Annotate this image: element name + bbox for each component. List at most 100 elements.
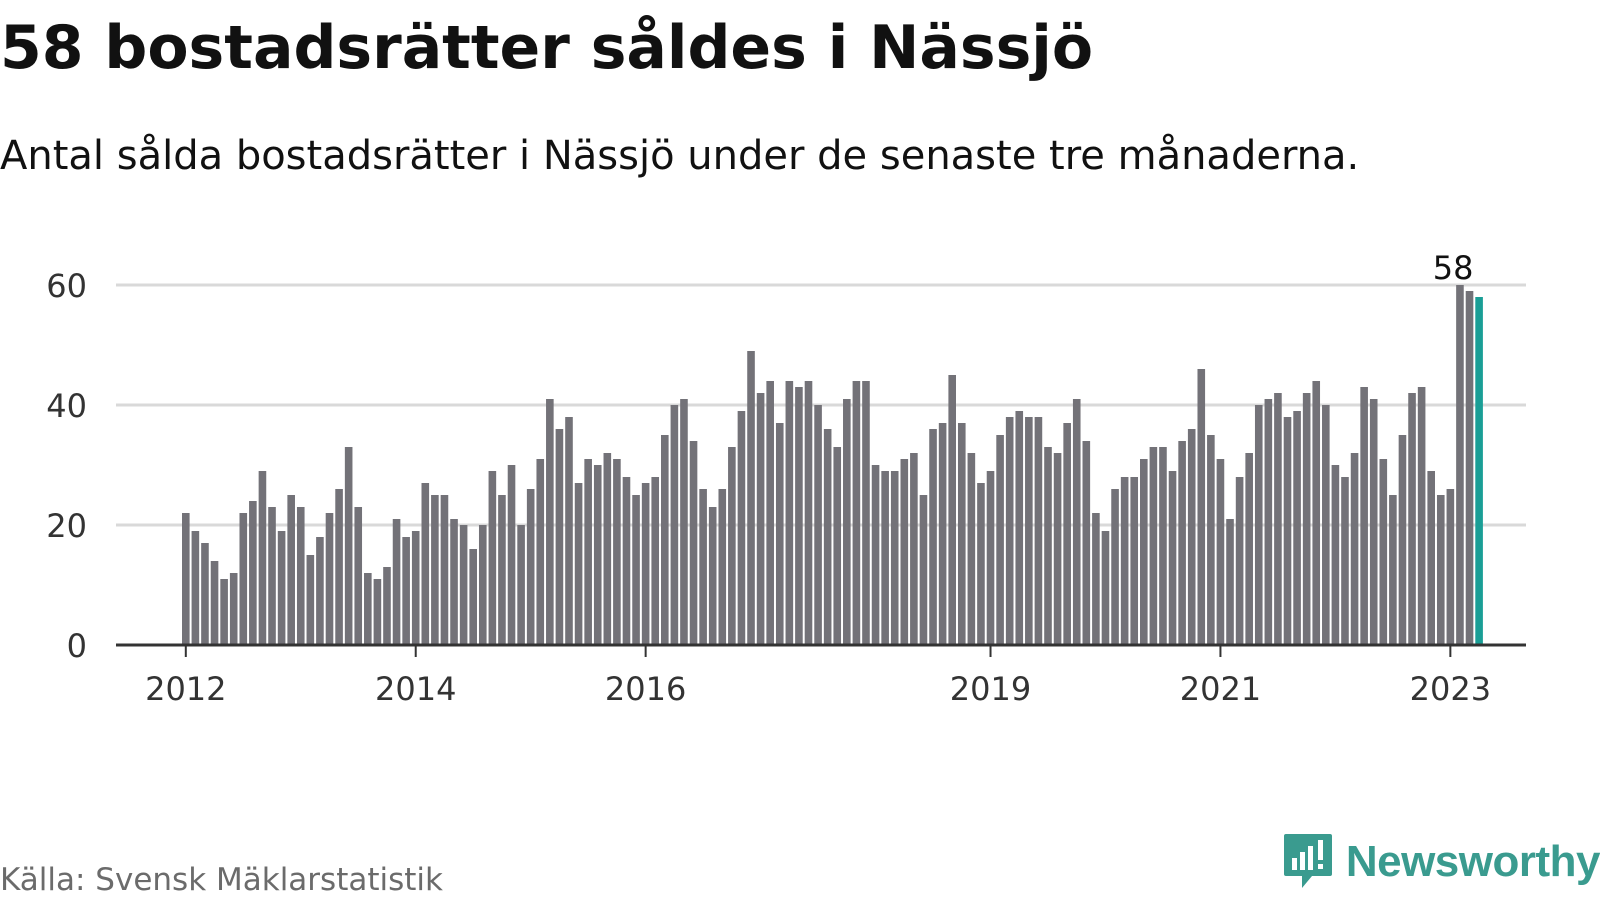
bar — [1120, 477, 1129, 645]
bar — [1456, 285, 1464, 645]
bar — [546, 399, 554, 645]
brand-logo: Newsworthy — [1282, 832, 1600, 892]
bar — [986, 471, 995, 645]
bar — [680, 399, 688, 645]
x-tick-label: 2012 — [145, 670, 226, 708]
x-tick-label: 2016 — [605, 670, 686, 708]
x-tick-label: 2019 — [950, 670, 1031, 708]
bar — [938, 423, 947, 645]
bar — [536, 459, 545, 645]
bar — [881, 471, 889, 645]
bar — [296, 507, 305, 645]
bar — [1005, 417, 1014, 645]
bar — [478, 525, 487, 645]
y-tick-label: 40 — [46, 387, 87, 425]
bar — [1369, 399, 1378, 645]
bar — [1082, 441, 1091, 645]
bar — [622, 477, 631, 645]
bar — [1322, 405, 1330, 645]
bar — [1197, 369, 1206, 645]
bar — [718, 489, 727, 645]
bar — [402, 537, 410, 645]
bar — [306, 555, 315, 645]
bar — [1226, 519, 1234, 645]
bar — [584, 459, 592, 645]
bar — [910, 453, 918, 645]
bar — [1015, 411, 1024, 645]
chart-subtitle: Antal sålda bostadsrätter i Nässjö under… — [0, 133, 1360, 179]
bar — [421, 483, 430, 645]
bar — [603, 453, 612, 645]
bar — [507, 465, 516, 645]
bar — [1187, 429, 1196, 645]
bar — [651, 477, 660, 645]
bar — [565, 417, 573, 645]
newsworthy-logo-icon — [1283, 834, 1332, 888]
bar — [335, 489, 343, 645]
x-axis — [116, 643, 1526, 657]
bar — [613, 459, 621, 645]
bar — [900, 459, 909, 645]
bar — [1312, 381, 1321, 645]
bar — [948, 375, 956, 645]
bar — [1254, 405, 1263, 645]
bar — [747, 351, 755, 645]
y-tick-label: 0 — [67, 627, 87, 665]
bar — [919, 495, 928, 645]
bar — [440, 495, 449, 645]
bar — [871, 465, 880, 645]
bar — [555, 429, 564, 645]
bar — [1417, 387, 1426, 645]
x-tick-label: 2021 — [1180, 670, 1261, 708]
bar — [708, 507, 717, 645]
bar — [593, 465, 602, 645]
bar — [661, 435, 669, 645]
bar — [833, 447, 842, 645]
bar — [689, 441, 698, 645]
bar — [1092, 513, 1100, 645]
y-tick-label: 20 — [46, 507, 87, 545]
y-axis-tick-labels: 0 20 40 60 — [46, 267, 87, 665]
x-tick-label: 2014 — [375, 670, 456, 708]
bar — [1044, 447, 1052, 645]
bar — [1293, 411, 1301, 645]
bar — [785, 381, 794, 645]
bar — [1360, 387, 1368, 645]
bar — [670, 405, 679, 645]
bar — [632, 495, 640, 645]
bar — [182, 513, 190, 645]
bar — [488, 471, 497, 645]
bar — [249, 501, 257, 645]
bar — [1302, 393, 1311, 645]
x-tick-label: 2023 — [1410, 670, 1491, 708]
bar — [517, 525, 525, 645]
bar — [316, 537, 324, 645]
bar — [268, 507, 276, 645]
bar — [1264, 399, 1273, 645]
bar — [1025, 417, 1033, 645]
bar — [1159, 447, 1167, 645]
bar — [641, 483, 650, 645]
bar — [1034, 417, 1043, 645]
bar — [977, 483, 985, 645]
bar — [1178, 441, 1186, 645]
bar — [1111, 489, 1119, 645]
x-axis-tick-labels: 2012 2014 2016 2019 2021 2023 — [145, 670, 1491, 708]
bar — [843, 399, 851, 645]
bar — [1140, 459, 1148, 645]
y-tick-label: 60 — [46, 267, 87, 305]
bars — [182, 285, 1483, 645]
bar — [450, 519, 458, 645]
bar — [814, 405, 822, 645]
bar — [1168, 471, 1177, 645]
source-note: Källa: Svensk Mäklarstatistik — [0, 862, 443, 898]
bar — [1465, 291, 1474, 645]
bar — [1072, 399, 1081, 645]
bar — [498, 495, 506, 645]
bar — [1379, 459, 1388, 645]
bar — [1389, 495, 1397, 645]
bar-highlight — [1475, 297, 1483, 645]
bar — [229, 573, 238, 645]
bar — [1130, 477, 1139, 645]
bar — [775, 423, 784, 645]
